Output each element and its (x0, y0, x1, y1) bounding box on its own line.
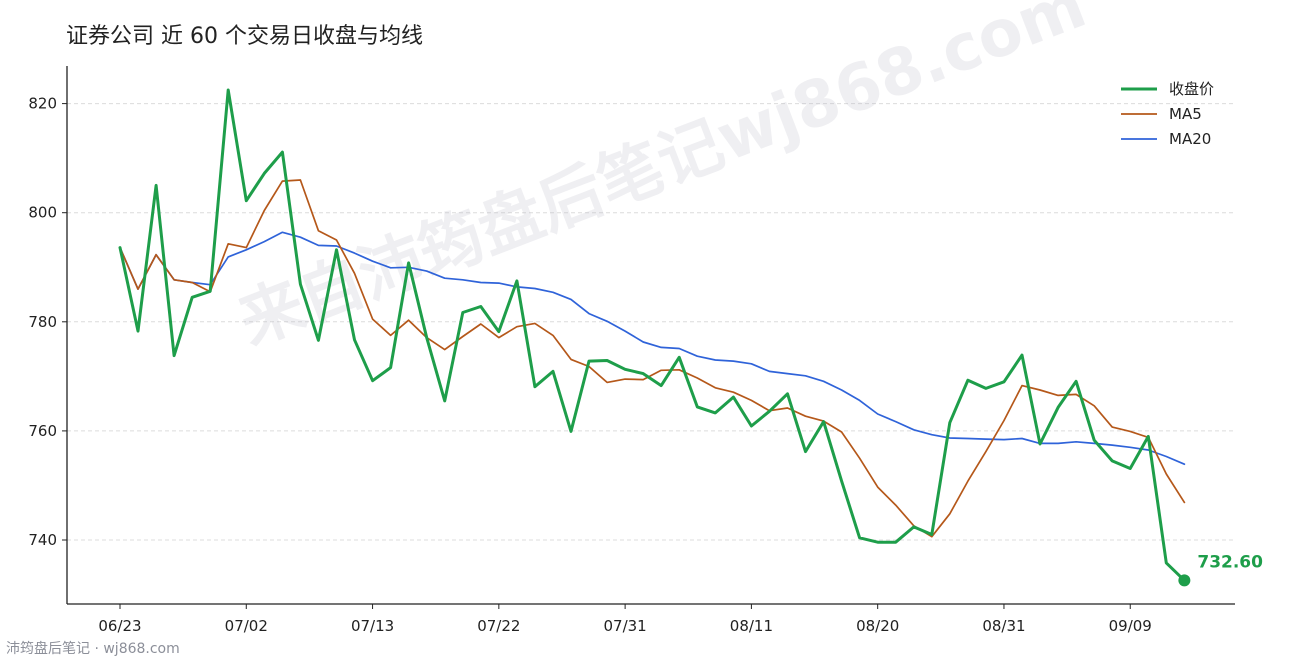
y-tick-label: 820 (28, 95, 57, 113)
legend-label-close: 收盘价 (1169, 80, 1214, 98)
footer-source: 沛筠盘后笔记 · wj868.com (6, 641, 180, 657)
x-tick-label: 06/23 (98, 617, 141, 635)
last-close-label: 732.60 (1197, 552, 1263, 572)
series-line-ma20 (119, 231, 1186, 466)
chart-title: 证券公司 近 60 个交易日收盘与均线 (66, 24, 423, 49)
watermark: 来自沛筠盘后笔记wj868.com (229, 0, 1095, 360)
x-tick-label: 09/09 (1109, 617, 1152, 635)
legend-label-ma5: MA5 (1169, 105, 1202, 123)
grid-lines (67, 103, 1235, 541)
watermark-layer: 来自沛筠盘后笔记wj868.com (229, 0, 1095, 360)
x-tick-label: 08/20 (856, 617, 899, 635)
x-tick-label: 08/31 (982, 617, 1025, 635)
y-tick-label: 760 (28, 422, 57, 440)
x-tick-label: 07/31 (604, 617, 647, 635)
x-tick-label: 08/11 (730, 617, 773, 635)
y-tick-label: 740 (28, 531, 57, 549)
last-close-marker (1178, 574, 1191, 587)
series-line-ma5 (119, 179, 1186, 538)
series-layer: 732.60 (118, 88, 1263, 587)
legend-label-ma20: MA20 (1169, 130, 1211, 148)
series-line-close (118, 88, 1186, 582)
y-tick-label: 800 (28, 204, 57, 222)
x-tick-label: 07/22 (477, 617, 520, 635)
x-tick-label: 07/13 (351, 617, 394, 635)
x-tick-label: 07/02 (225, 617, 268, 635)
axes: 740 760 780 800 820 06/23 07/02 07/13 07/22 07/31… (28, 66, 1235, 635)
y-tick-label: 780 (28, 313, 57, 331)
legend: 收盘价 MA5 MA20 (1121, 80, 1214, 148)
